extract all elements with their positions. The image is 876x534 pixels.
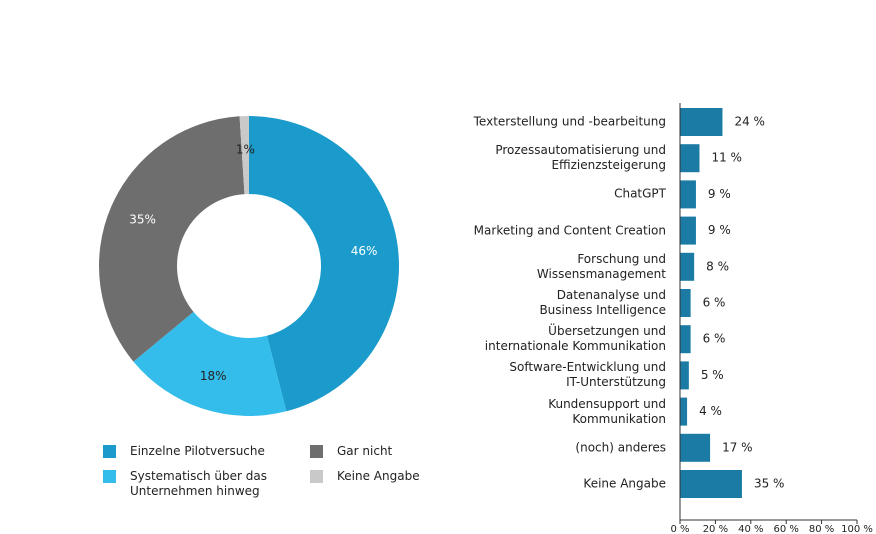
slice-label: 1% <box>236 143 255 157</box>
bar-value-label: 5 % <box>701 368 724 382</box>
bar-value-label: 6 % <box>703 332 726 346</box>
bar-value-label: 4 % <box>699 404 722 418</box>
category-label: ChatGPT <box>614 186 666 201</box>
bar <box>680 289 691 317</box>
donut-slice <box>249 116 400 412</box>
legend-swatch <box>103 445 116 458</box>
bar <box>680 325 691 354</box>
legend-label: Einzelne Pilotversuche <box>130 444 265 458</box>
bar <box>680 180 696 209</box>
category-label: Übersetzungen und internationale Kommuni… <box>484 324 666 354</box>
bar-value-label: 17 % <box>722 440 753 454</box>
donut-slice <box>99 116 245 362</box>
bar <box>680 216 696 245</box>
category-label: Software-Entwicklung und IT-Unterstützun… <box>509 360 666 390</box>
bar <box>680 433 711 462</box>
category-label: Marketing and Content Creation <box>473 223 666 238</box>
donut-slice <box>239 116 249 195</box>
bar <box>680 108 723 136</box>
x-tick-label: 0 % <box>670 524 689 534</box>
bar-value-label: 8 % <box>706 259 729 273</box>
category-label: Prozessautomatisierung und Effizienzstei… <box>495 143 666 173</box>
bar-value-label: 35 % <box>754 477 785 491</box>
bar <box>680 361 689 390</box>
bar-value-label: 9 % <box>708 223 731 237</box>
category-label: Kundensupport und Kommunikation <box>548 396 666 426</box>
category-label: Datenanalyse und Business Intelligence <box>539 288 666 317</box>
legend-label: Gar nicht <box>337 444 393 458</box>
legend-swatch <box>310 445 323 458</box>
bar <box>680 252 695 281</box>
legend-swatch <box>103 470 116 483</box>
bar-value-label: 6 % <box>703 296 726 310</box>
donut-slice <box>133 311 287 416</box>
bar-value-label: 24 % <box>734 115 765 129</box>
slice-label: 46% <box>351 244 378 258</box>
category-label: Forschung und Wissensmanagement <box>536 251 666 281</box>
bar-value-label: 9 % <box>708 187 731 201</box>
bar <box>680 144 700 173</box>
category-label: Texterstellung und -bearbeitung <box>473 114 666 129</box>
bar-value-label: 11 % <box>711 151 742 165</box>
legend-label: Systematisch über das Unternehmen hinweg <box>130 469 267 498</box>
category-label: (noch) anderes <box>575 440 666 455</box>
category-label: Keine Angabe <box>583 476 666 491</box>
slice-label: 18% <box>200 369 227 383</box>
x-tick-label: 20 % <box>703 524 728 534</box>
legend-swatch <box>310 470 323 483</box>
legend-label: Keine Angabe <box>337 469 420 483</box>
bar <box>680 470 742 498</box>
x-tick-label: 100 % <box>841 524 873 534</box>
x-tick-label: 80 % <box>809 524 834 534</box>
x-tick-label: 40 % <box>738 524 763 534</box>
slice-label: 35% <box>129 212 156 226</box>
bar <box>680 397 688 426</box>
x-tick-label: 60 % <box>773 524 798 534</box>
